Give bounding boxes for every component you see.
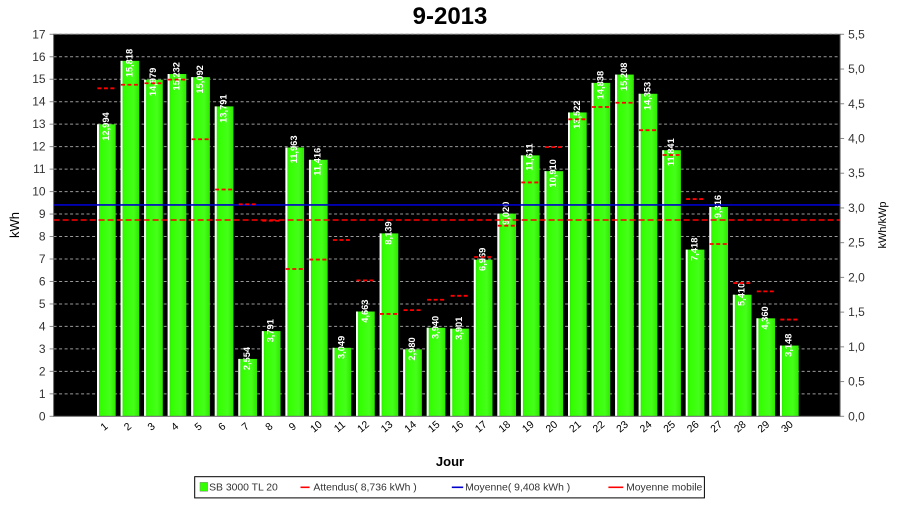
- svg-text:kWh: kWh: [7, 212, 22, 238]
- svg-text:Attendus( 8,736 kWh ): Attendus( 8,736 kWh ): [313, 483, 416, 494]
- svg-text:15,232: 15,232: [171, 62, 181, 90]
- svg-text:16: 16: [32, 50, 46, 64]
- svg-text:5,5: 5,5: [848, 27, 865, 41]
- svg-text:15: 15: [32, 72, 46, 86]
- svg-text:7: 7: [39, 252, 46, 266]
- svg-text:12: 12: [32, 140, 46, 154]
- svg-text:13,791: 13,791: [219, 94, 229, 122]
- svg-text:2,980: 2,980: [407, 337, 417, 360]
- svg-text:7,418: 7,418: [690, 238, 700, 261]
- svg-text:kWh/kWp: kWh/kWp: [877, 201, 889, 248]
- svg-text:0,5: 0,5: [848, 375, 865, 389]
- svg-text:3: 3: [39, 342, 46, 356]
- svg-text:10,910: 10,910: [548, 159, 558, 187]
- svg-text:5,410: 5,410: [737, 283, 747, 306]
- svg-text:8: 8: [39, 230, 46, 244]
- svg-text:17: 17: [32, 27, 46, 41]
- svg-text:2,0: 2,0: [848, 270, 865, 284]
- svg-text:3,5: 3,5: [848, 166, 865, 180]
- svg-text:1,0: 1,0: [848, 340, 865, 354]
- svg-text:3,0: 3,0: [848, 201, 865, 215]
- svg-text:4: 4: [39, 319, 46, 333]
- svg-text:13,522: 13,522: [572, 100, 582, 128]
- svg-text:14,979: 14,979: [148, 68, 158, 96]
- svg-text:11: 11: [33, 162, 46, 176]
- svg-text:4,360: 4,360: [760, 306, 770, 329]
- svg-text:9: 9: [39, 207, 46, 221]
- svg-text:2: 2: [39, 364, 46, 378]
- svg-text:11,963: 11,963: [289, 135, 299, 163]
- svg-text:15,092: 15,092: [195, 65, 205, 93]
- svg-text:2,554: 2,554: [242, 346, 252, 370]
- svg-text:3,148: 3,148: [784, 334, 794, 357]
- svg-text:0,0: 0,0: [848, 409, 865, 423]
- svg-text:1,5: 1,5: [848, 305, 865, 319]
- svg-text:15,818: 15,818: [124, 49, 134, 77]
- svg-text:11,841: 11,841: [666, 138, 676, 166]
- svg-text:14: 14: [32, 95, 46, 109]
- svg-text:12,994: 12,994: [101, 111, 111, 140]
- svg-text:Moyenne( 9,408 kWh ): Moyenne( 9,408 kWh ): [465, 483, 570, 494]
- svg-text:5: 5: [39, 297, 46, 311]
- svg-text:6: 6: [39, 275, 46, 289]
- svg-text:3,901: 3,901: [454, 317, 464, 340]
- svg-text:2,5: 2,5: [848, 236, 865, 250]
- svg-text:4,663: 4,663: [360, 300, 370, 323]
- svg-text:3,940: 3,940: [431, 316, 441, 339]
- svg-text:14,838: 14,838: [595, 71, 605, 99]
- svg-text:11,416: 11,416: [313, 148, 323, 176]
- svg-text:9,316: 9,316: [713, 195, 723, 218]
- svg-text:3,791: 3,791: [266, 319, 276, 342]
- svg-text:3,049: 3,049: [336, 336, 346, 359]
- svg-text:11,611: 11,611: [525, 143, 535, 170]
- svg-text:6,969: 6,969: [478, 248, 488, 271]
- svg-text:5,0: 5,0: [848, 62, 865, 76]
- svg-text:Jour: Jour: [436, 454, 464, 469]
- svg-text:15,208: 15,208: [619, 63, 629, 91]
- svg-text:9-2013: 9-2013: [413, 3, 488, 30]
- svg-text:13: 13: [32, 117, 46, 131]
- svg-text:8,139: 8,139: [383, 221, 393, 244]
- svg-text:4,5: 4,5: [848, 97, 865, 111]
- svg-text:1: 1: [39, 387, 46, 401]
- svg-text:Moyenne mobile: Moyenne mobile: [626, 483, 702, 494]
- svg-text:SB 3000 TL 20: SB 3000 TL 20: [209, 483, 278, 494]
- svg-text:0: 0: [39, 409, 46, 423]
- svg-text:4,0: 4,0: [848, 132, 865, 146]
- svg-text:14,353: 14,353: [642, 82, 652, 110]
- svg-text:10: 10: [32, 185, 46, 199]
